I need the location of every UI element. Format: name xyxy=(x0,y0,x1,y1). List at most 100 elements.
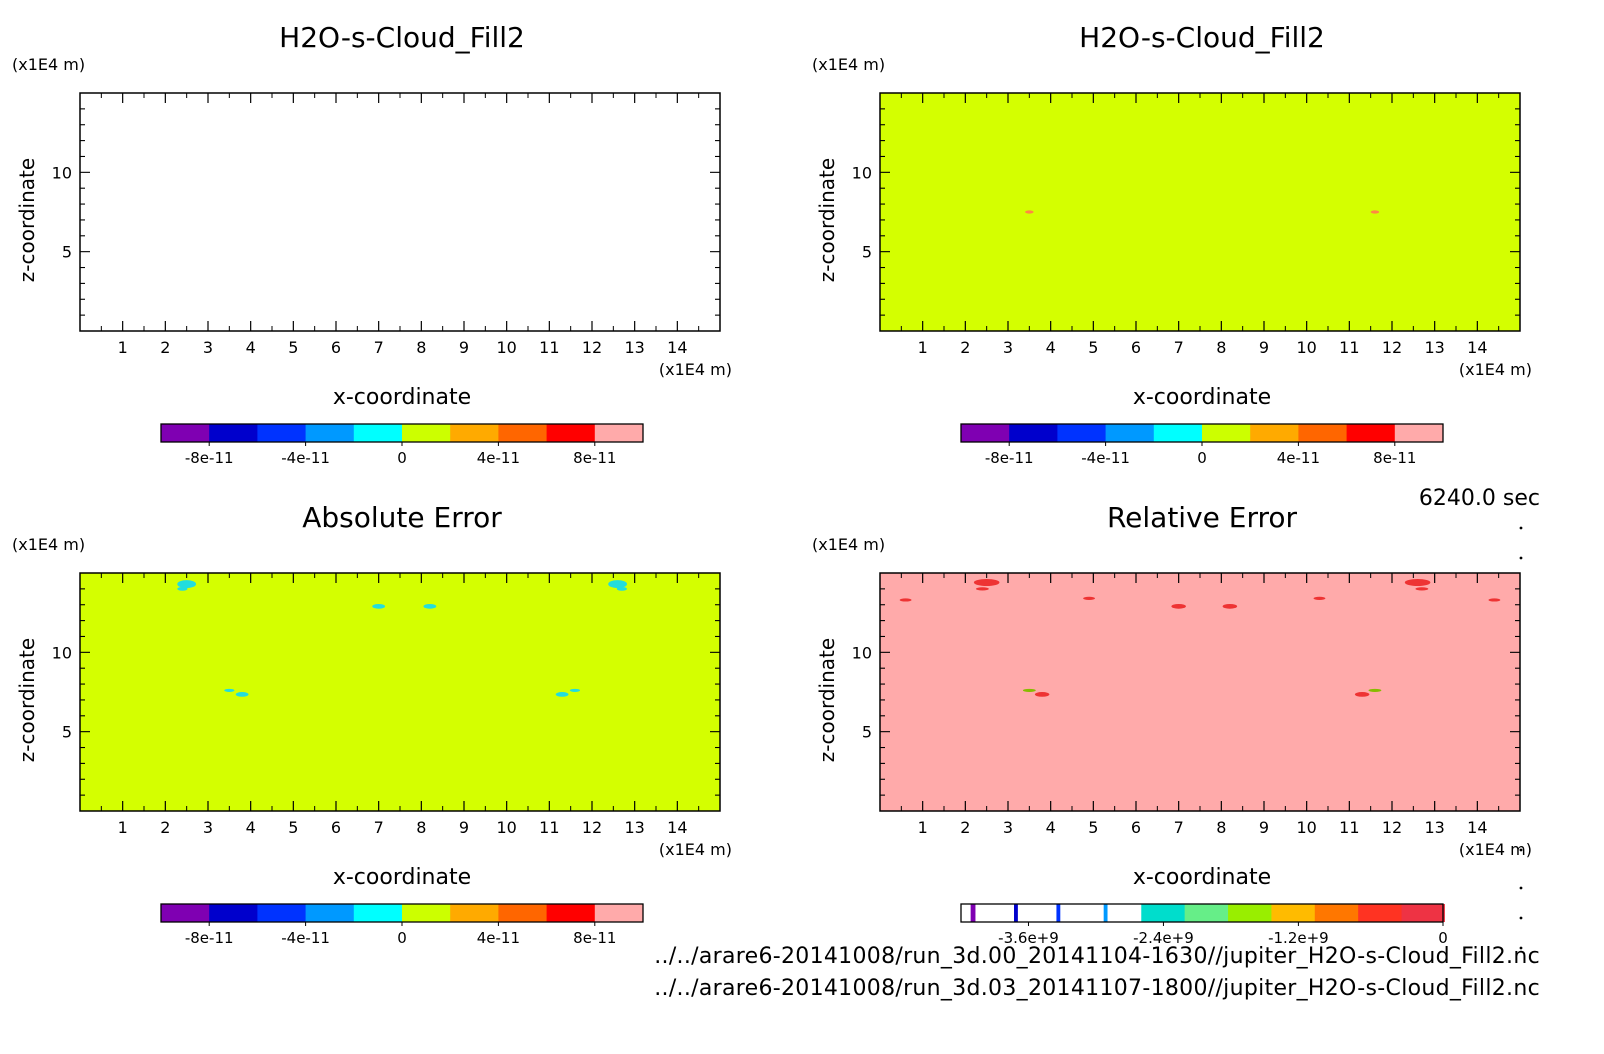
colorbar-swatch-6 xyxy=(402,424,451,442)
colorbar-swatch-8 xyxy=(498,904,548,922)
x-tick-label: 3 xyxy=(1003,338,1013,357)
x-tick-label: 4 xyxy=(246,338,256,357)
y-unit-label: (x1E4 m) xyxy=(812,55,885,74)
colorbar-swatch-1 xyxy=(161,904,210,922)
feature-blob-12 xyxy=(1034,692,1050,697)
colorbar-label: 4e-11 xyxy=(477,449,520,467)
x-tick-label: 11 xyxy=(539,338,559,357)
colorbar-swatch-8 xyxy=(1298,424,1348,442)
colorbar-swatch-4 xyxy=(1105,424,1155,442)
feature-blob-3 xyxy=(1404,579,1431,587)
x-tick-label: 7 xyxy=(1174,338,1184,357)
colorbar-swatch-1 xyxy=(961,904,972,922)
x-tick-label: 14 xyxy=(1467,338,1487,357)
feature-blob-1 xyxy=(973,579,1000,587)
colorbar-swatch-3 xyxy=(257,424,307,442)
colorbar-label: -4e-11 xyxy=(1081,449,1130,467)
plot-field xyxy=(880,573,1520,811)
colorbar-swatch-6 xyxy=(1202,424,1251,442)
x-tick-label: 3 xyxy=(203,818,213,837)
feature-blob-6 xyxy=(1083,596,1096,600)
feature-blob-13 xyxy=(1354,692,1370,697)
colorbar-label: 0 xyxy=(1438,929,1448,947)
y-tick-label: 5 xyxy=(862,723,872,742)
colorbar-label: -4e-11 xyxy=(281,929,330,947)
plot-field xyxy=(880,93,1520,331)
x-unit-label: (x1E4 m) xyxy=(1459,360,1532,379)
colorbar-swatch-7 xyxy=(1060,904,1105,922)
feature-blob-7 xyxy=(1171,603,1186,609)
feature-blob-3 xyxy=(608,580,627,589)
feature-blob-8 xyxy=(235,692,249,697)
feature-blob-1 xyxy=(1025,210,1034,214)
feature-blob-11 xyxy=(1022,688,1036,692)
x-tick-label: 8 xyxy=(1216,338,1226,357)
x-tick-label: 14 xyxy=(667,338,687,357)
field-features xyxy=(177,580,627,697)
margin-dot-1 xyxy=(1519,526,1523,530)
colorbar-swatch-7 xyxy=(450,424,499,442)
colorbar-swatch-9 xyxy=(1107,904,1142,922)
x-tick-label: 12 xyxy=(582,338,602,357)
colorbar-swatch-10 xyxy=(594,904,644,922)
colorbar-swatch-8 xyxy=(1103,904,1109,922)
colorbar-label: 8e-11 xyxy=(573,929,616,947)
x-tick-label: 12 xyxy=(1382,338,1402,357)
x-tick-label: 5 xyxy=(1088,818,1098,837)
colorbar-label: -8e-11 xyxy=(185,929,234,947)
x-tick-label: 5 xyxy=(288,818,298,837)
feature-blob-5 xyxy=(899,598,912,602)
x-tick-label: 5 xyxy=(1088,338,1098,357)
panel-1: H2O-s-Cloud_Fill2(x1E4 m)1 2 3 4 5 6 7 8 9 10 11 12… xyxy=(12,21,732,467)
feature-blob-10 xyxy=(1488,598,1501,602)
colorbar-swatch-5 xyxy=(353,424,403,442)
x-tick-label: 12 xyxy=(1382,818,1402,837)
colorbar-swatch-6 xyxy=(1056,904,1061,922)
x-tick-label: 4 xyxy=(1046,818,1056,837)
colorbar-swatch-5 xyxy=(353,904,403,922)
file-path-1: ../../arare6-20141008/run_3d.00_20141104… xyxy=(654,944,1540,969)
x-tick-label: 2 xyxy=(960,818,970,837)
x-unit-label: (x1E4 m) xyxy=(659,360,732,379)
colorbar-swatch-9 xyxy=(1346,424,1396,442)
y-axis-label: z-coordinate xyxy=(815,638,839,762)
feature-blob-4 xyxy=(616,586,627,591)
colorbar-swatch-5 xyxy=(1017,904,1057,922)
x-tick-label: 13 xyxy=(1424,338,1444,357)
panel-3: Absolute Error(x1E4 m)1 2 3 4 5 6 7 8 9 10 11 12 13 1… xyxy=(12,501,732,947)
x-tick-label: 6 xyxy=(331,818,341,837)
colorbar-swatch-6 xyxy=(402,904,451,922)
x-tick-label: 9 xyxy=(459,338,469,357)
feature-blob-7 xyxy=(224,688,235,692)
x-tick-label: 2 xyxy=(160,338,170,357)
chart-title: H2O-s-Cloud_Fill2 xyxy=(1079,21,1325,54)
x-tick-label: 11 xyxy=(1339,338,1359,357)
feature-blob-2 xyxy=(177,586,188,591)
time-label: 6240.0 sec xyxy=(1418,486,1540,511)
x-tick-label: 2 xyxy=(160,818,170,837)
colorbar-swatch-2 xyxy=(970,904,976,922)
x-tick-label: 7 xyxy=(1174,818,1184,837)
x-tick-label: 14 xyxy=(1467,818,1487,837)
colorbar-swatch-11 xyxy=(1184,904,1229,922)
colorbar-swatch-2 xyxy=(209,904,258,922)
colorbar-swatch-8 xyxy=(498,424,548,442)
colorbar-label: -8e-11 xyxy=(985,449,1034,467)
y-unit-label: (x1E4 m) xyxy=(812,535,885,554)
feature-blob-2 xyxy=(976,587,989,591)
colorbar: -8e-11 -4e-11 0 4e-11 8e-11 xyxy=(960,423,1444,467)
x-tick-label: 11 xyxy=(1339,818,1359,837)
x-tick-label: 8 xyxy=(1216,818,1226,837)
x-tick-label: 4 xyxy=(1046,338,1056,357)
x-tick-label: 13 xyxy=(1424,818,1444,837)
margin-dot-2 xyxy=(1519,556,1523,560)
colorbar-label: -8e-11 xyxy=(185,449,234,467)
colorbar-swatch-3 xyxy=(975,904,1015,922)
x-tick-label: 3 xyxy=(203,338,213,357)
x-tick-label: 11 xyxy=(539,818,559,837)
colorbar-swatch-7 xyxy=(450,904,499,922)
feature-blob-8 xyxy=(1222,603,1238,609)
chart-title: H2O-s-Cloud_Fill2 xyxy=(279,21,525,54)
colorbar-swatch-4 xyxy=(305,904,355,922)
